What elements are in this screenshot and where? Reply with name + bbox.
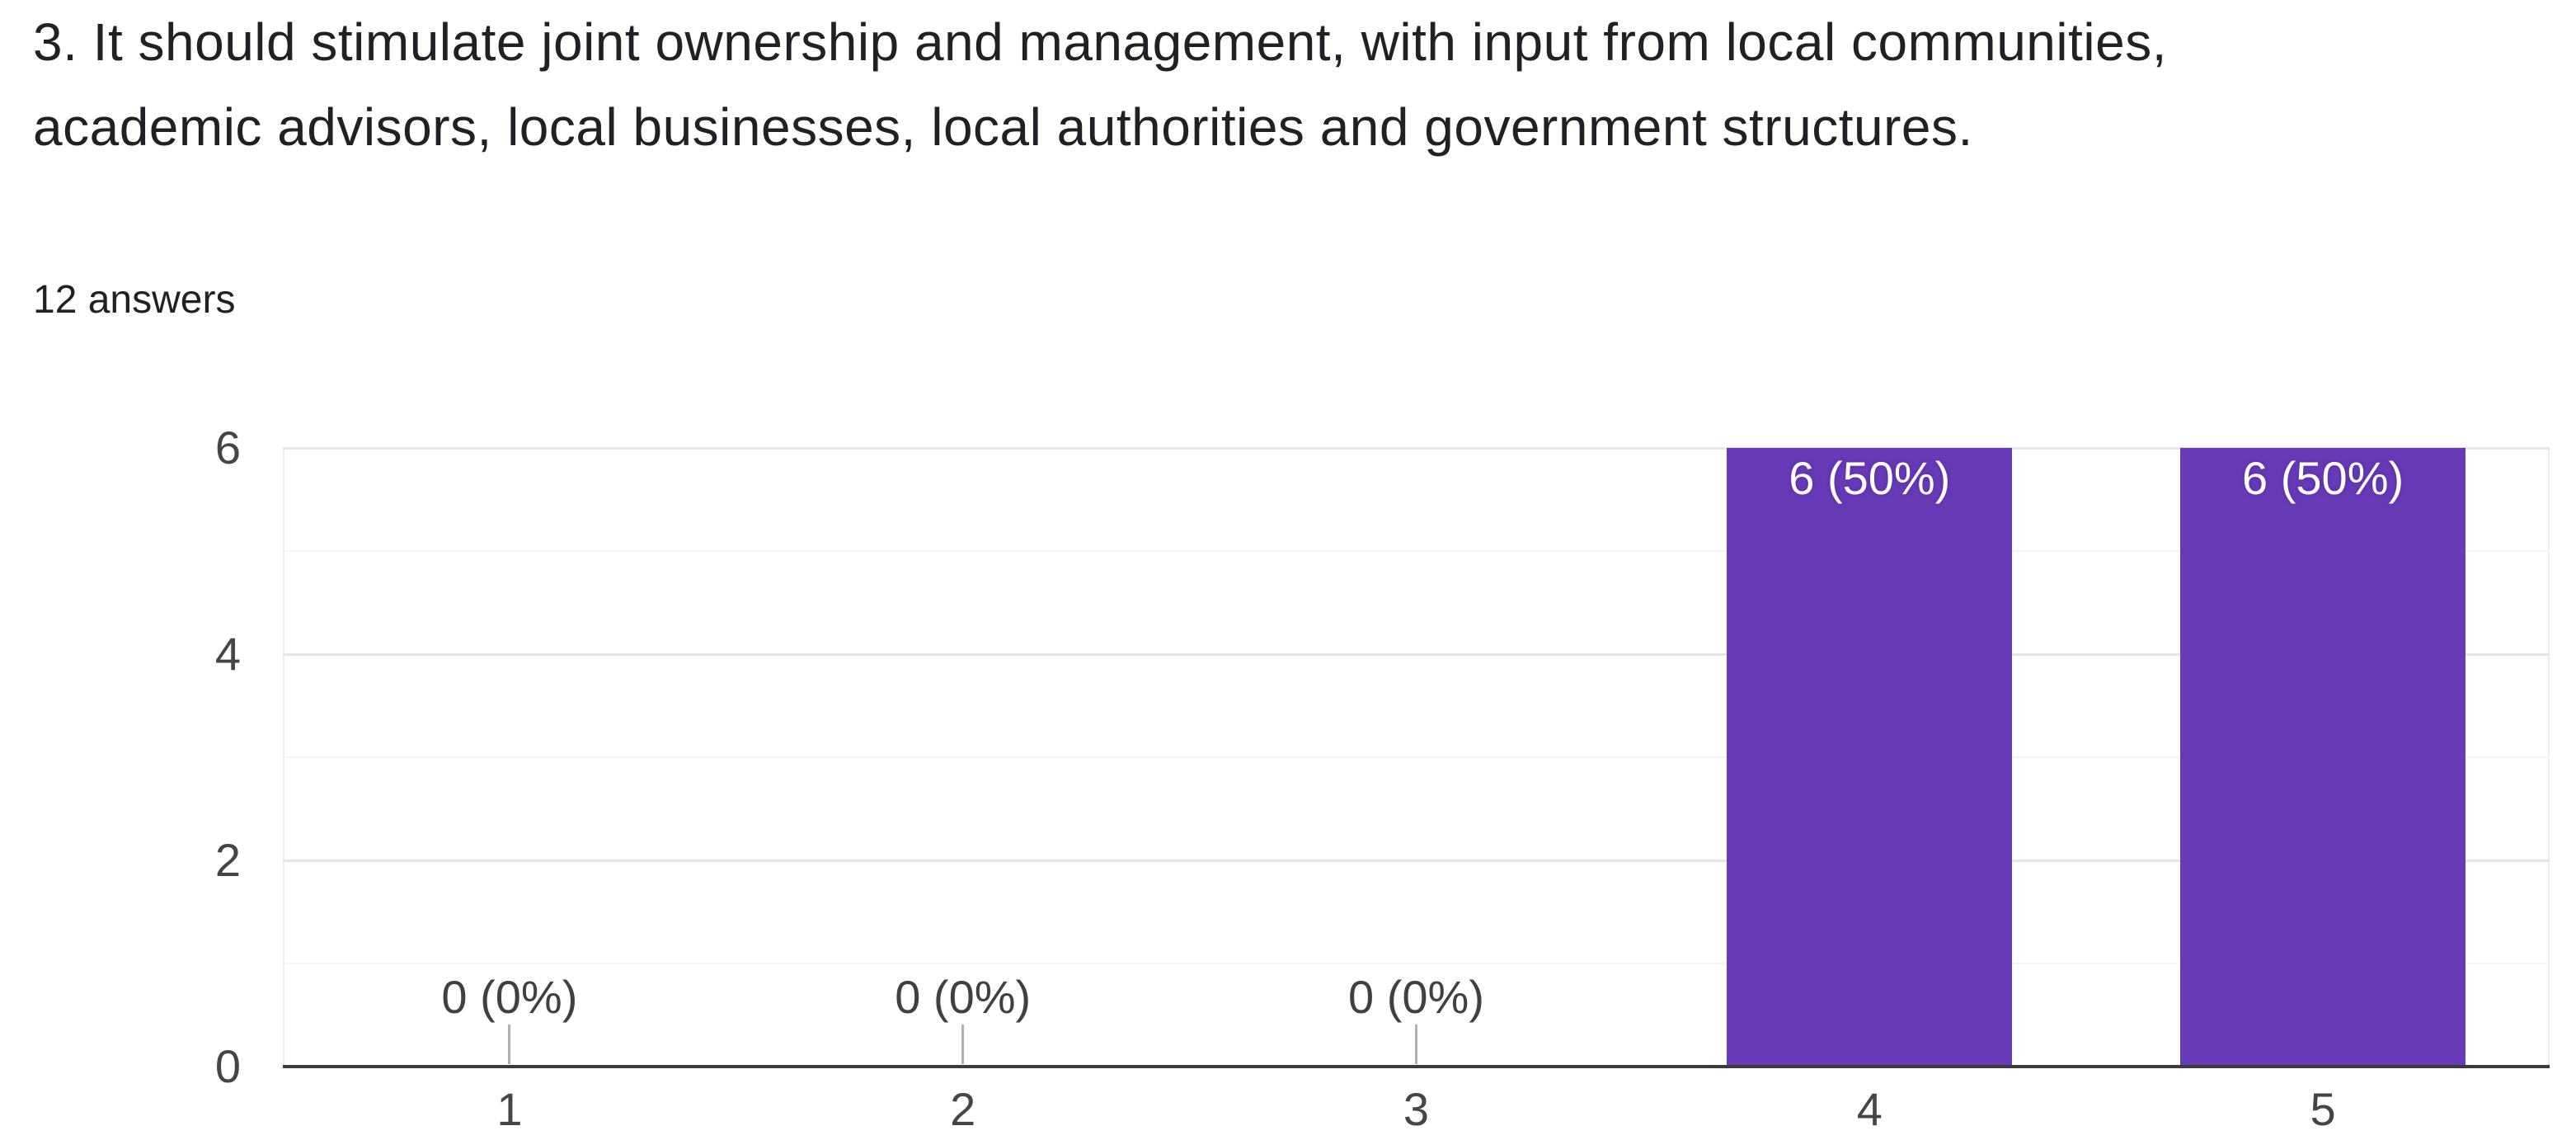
gridline-minor — [283, 963, 2550, 964]
y-axis-tick-label: 2 — [214, 834, 241, 886]
y-axis-tick-label: 6 — [214, 422, 241, 473]
x-axis-line — [283, 1065, 2550, 1068]
bar-category-5: 6 (50%) — [2180, 448, 2466, 1065]
zero-leader-line — [961, 1025, 965, 1064]
zero-value-label: 0 (0%) — [1348, 971, 1484, 1023]
x-axis-tick-label: 5 — [2310, 1083, 2336, 1135]
x-axis-tick-label: 3 — [1403, 1083, 1430, 1135]
gridline-major — [283, 860, 2550, 862]
zero-value-label: 0 (0%) — [895, 971, 1032, 1023]
gridline-minor — [283, 550, 2550, 552]
bar-value-label: 6 (50%) — [1789, 452, 1951, 504]
x-axis-tick-label: 2 — [950, 1083, 976, 1135]
bar-value-label: 6 (50%) — [2242, 452, 2404, 504]
gridline-major — [283, 447, 2550, 450]
zero-leader-line — [508, 1025, 511, 1064]
gridline-minor — [283, 756, 2550, 758]
question-title: 3. It should stimulate joint ownership a… — [33, 12, 2167, 157]
bar-category-4: 6 (50%) — [1727, 448, 2013, 1065]
y-axis-tick-label: 0 — [214, 1040, 241, 1092]
zero-value-label: 0 (0%) — [441, 971, 578, 1023]
zero-leader-line — [1415, 1025, 1417, 1064]
y-axis-tick-label: 4 — [214, 628, 241, 680]
x-axis-tick-label: 4 — [1856, 1083, 1883, 1135]
x-axis-tick-label: 1 — [496, 1083, 523, 1135]
gridline-major — [283, 653, 2550, 656]
answers-count: 12 answers — [33, 278, 236, 322]
